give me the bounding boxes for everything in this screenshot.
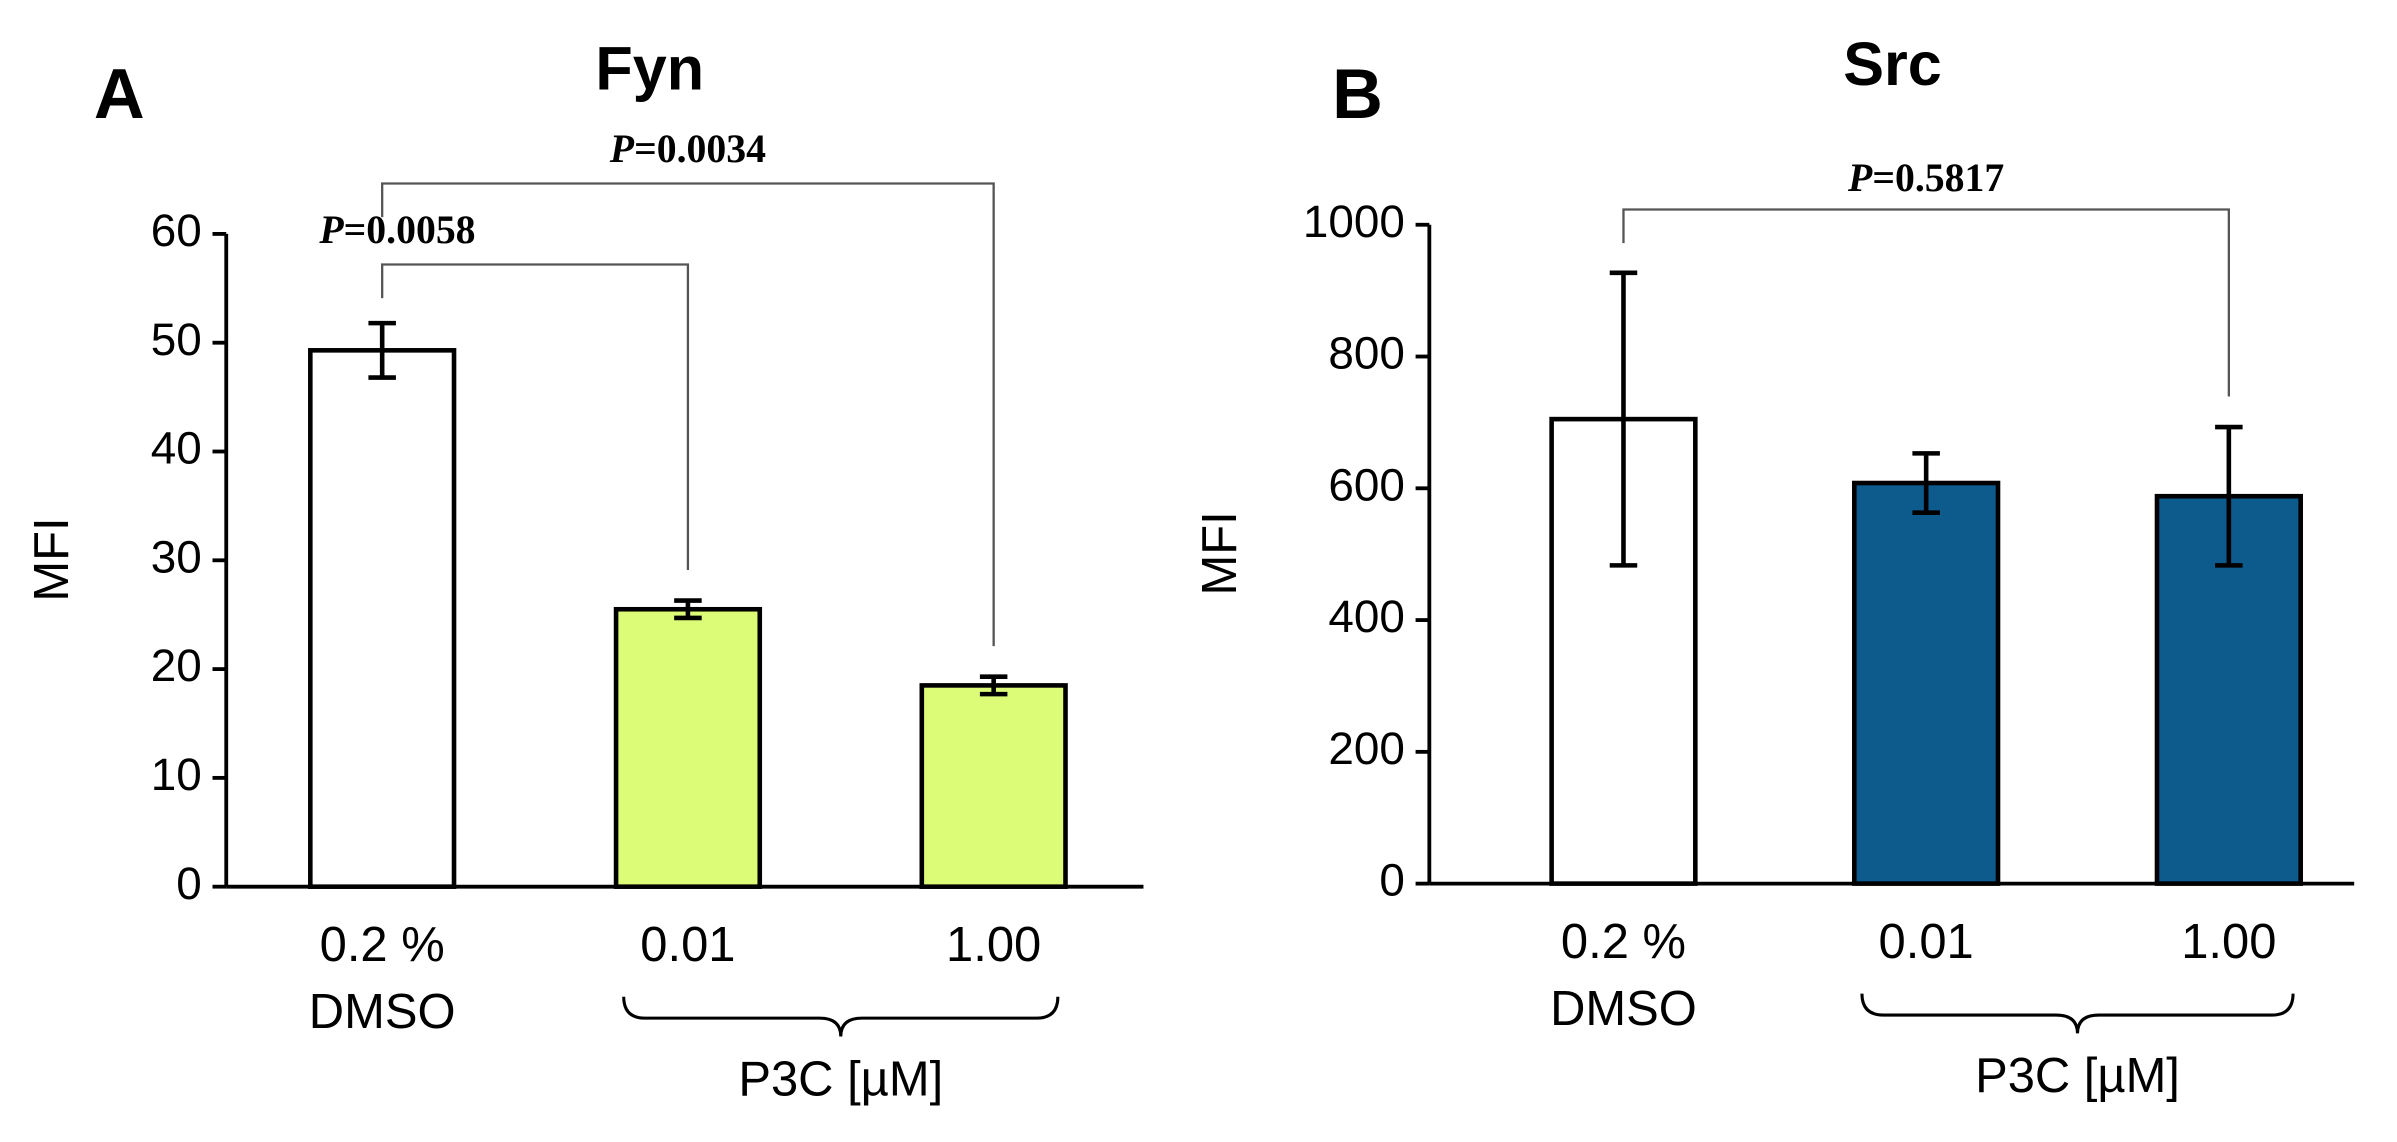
- chart-title: Fyn: [595, 35, 704, 103]
- chart-title: Src: [1843, 30, 1942, 98]
- significance-label: P=0.0058: [318, 208, 475, 252]
- x-tick-label-line: 0.01: [640, 918, 735, 972]
- y-tick-label: 40: [151, 422, 202, 474]
- p-value: =0.0058: [344, 208, 476, 252]
- x-tick-label-line: DMSO: [1550, 982, 1697, 1036]
- p-symbol: P: [1847, 156, 1873, 200]
- x-tick-label-line: 0.2 %: [320, 918, 445, 972]
- y-tick-label: 20: [151, 639, 202, 691]
- significance-bracket: [1622, 208, 2230, 397]
- x-tick-label: 1.00: [2181, 915, 2276, 969]
- significance-label: P=0.5817: [1847, 156, 2004, 200]
- y-tick-label: 600: [1328, 458, 1405, 510]
- p-value: =0.0034: [634, 127, 766, 171]
- y-tick-label: 0: [176, 857, 202, 909]
- x-tick-label: 0.01: [1879, 915, 1974, 969]
- x-tick-label-line: 1.00: [2181, 915, 2276, 969]
- y-tick-label: 400: [1328, 590, 1405, 642]
- x-tick-label: 0.2 % DMSO: [309, 918, 456, 1039]
- panel-label: A: [94, 54, 145, 133]
- bar: [308, 348, 457, 889]
- x-tick-label: 1.00: [946, 918, 1041, 972]
- y-tick-label: 200: [1328, 722, 1405, 774]
- y-tick-label: 0: [1379, 854, 1405, 906]
- p-value: =0.5817: [1872, 156, 2004, 200]
- x-tick-label-line: 0.01: [1879, 915, 1974, 969]
- significance-bracket: [381, 182, 995, 647]
- x-tick-label-line: 1.00: [946, 918, 1041, 972]
- bar: [919, 683, 1068, 889]
- x-tick-label-line: 0.2 %: [1561, 915, 1686, 969]
- significance-label: P=0.0034: [609, 127, 766, 171]
- bar: [613, 606, 763, 889]
- bar: [1852, 480, 2001, 886]
- significance-bracket: [381, 263, 690, 570]
- group-label: P3C [µM]: [738, 1052, 943, 1106]
- p-symbol: P: [318, 208, 344, 252]
- y-tick-label: 10: [151, 748, 202, 800]
- x-tick-label: 0.2 % DMSO: [1550, 915, 1697, 1036]
- x-tick-label-line: DMSO: [309, 985, 456, 1039]
- y-tick-label: 50: [151, 313, 202, 365]
- p-symbol: P: [609, 127, 635, 171]
- y-tick-label: 1000: [1303, 195, 1405, 247]
- y-tick-label: 60: [151, 204, 202, 256]
- x-tick-label: 0.01: [640, 918, 735, 972]
- y-axis-label: MFI: [1193, 511, 1247, 595]
- group-brace: [622, 996, 1060, 1037]
- panel-label: B: [1332, 54, 1383, 133]
- group-brace: [1860, 993, 2295, 1034]
- y-tick-label: 800: [1328, 327, 1405, 379]
- group-label: P3C [µM]: [1975, 1049, 2180, 1103]
- y-axis-label: MFI: [25, 517, 79, 601]
- y-tick-label: 30: [151, 530, 202, 582]
